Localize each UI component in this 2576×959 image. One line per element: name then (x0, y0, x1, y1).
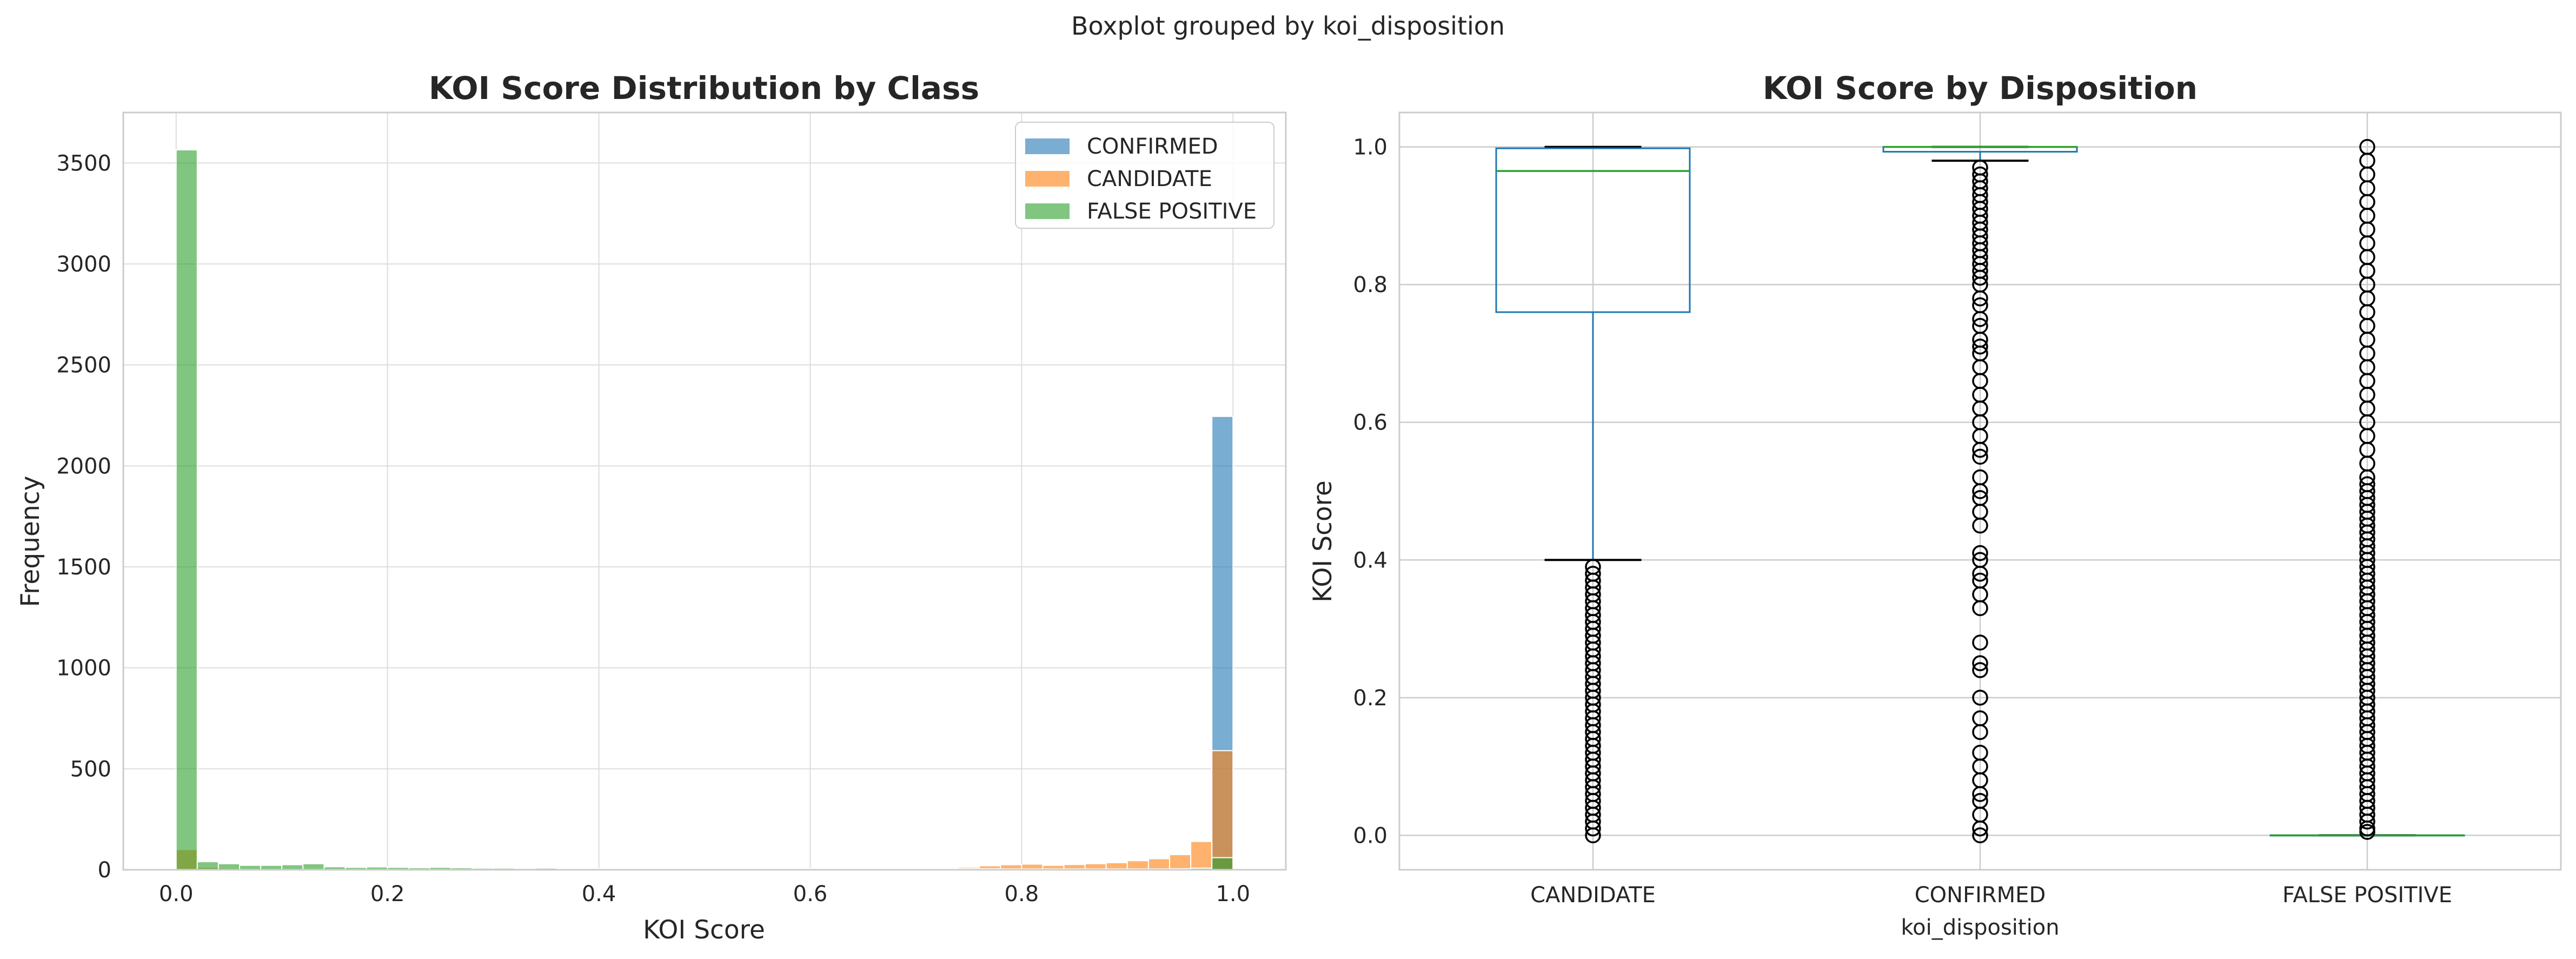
histogram-y-tick-label: 2000 (56, 454, 111, 479)
boxplot-axes-frame (1398, 111, 2562, 871)
histogram-legend: CONFIRMED CANDIDATE FALSE POSITIVE (1015, 122, 1274, 229)
histogram-x-tick-label: 0.6 (793, 882, 828, 907)
boxplot-outlier-point (1972, 662, 1988, 678)
boxplot-y-tick-label: 0.0 (1353, 823, 1387, 848)
boxplot-tick-labels: CANDIDATE CONFIRMED FALSE POSITIVE 0.0 0.2 0.… (1353, 135, 2452, 908)
boxplot-outlier-point (1972, 690, 1988, 706)
histogram-bar (1169, 854, 1192, 870)
boxplot-outliers (2359, 138, 2375, 840)
boxplot-outlier-point (1972, 572, 1988, 589)
boxplot-y-tick-label: 0.6 (1353, 411, 1387, 435)
boxplot-outlier-point (2359, 476, 2375, 493)
histogram-plot-area (123, 113, 1286, 870)
histogram-tick-labels: 0.0 0.2 0.4 0.6 0.8 1.0 0 500 1000 1500 2000 2500 30… (56, 151, 1250, 907)
boxplot-outlier-point (1972, 655, 1988, 671)
boxplot-outlier-point (1972, 160, 1988, 176)
histogram-bar (1147, 858, 1171, 871)
boxplot-outliers (1585, 559, 1601, 844)
boxplot-outlier-point (1972, 710, 1988, 726)
figure-suptitle: Boxplot grouped by koi_disposition (1071, 11, 1505, 41)
boxplot-outlier-point (1585, 559, 1601, 575)
boxplot-group-candidate (1495, 145, 1691, 844)
histogram-title: KOI Score Distribution by Class (429, 70, 979, 107)
histogram-legend-frame (1015, 122, 1274, 229)
histogram-y-tick-label: 2500 (56, 353, 111, 378)
histogram-x-tick-label: 0.2 (370, 882, 405, 907)
histogram-legend-swatch (1025, 138, 1070, 154)
histogram-bar (175, 149, 198, 871)
boxplot-outlier-point (1972, 634, 1988, 651)
boxplot-y-tick-label: 1.0 (1353, 135, 1387, 160)
histogram-ylabel: Frequency (16, 476, 45, 607)
histogram-bar (196, 861, 219, 870)
boxplot-outlier-point (1972, 297, 1988, 314)
boxplot-outlier-point (2359, 138, 2375, 155)
histogram-legend-label: CANDIDATE (1087, 167, 1212, 191)
histogram-x-tick-label: 1.0 (1216, 882, 1250, 907)
histogram-legend-label: FALSE POSITIVE (1087, 199, 1257, 224)
boxplot-group-false-positive (2269, 138, 2465, 840)
boxplot-outlier-point (1972, 318, 1988, 334)
boxplot-outlier-point (1972, 792, 1988, 809)
boxplot-outlier-point (1972, 469, 1988, 486)
histogram-chart: KOI Score Distribution by Class KOI Scor… (16, 70, 1287, 945)
boxplot-outlier-point (1972, 490, 1988, 506)
histogram-x-tick-label: 0.8 (1005, 882, 1039, 907)
histogram-bar (1211, 750, 1234, 870)
histogram-bar (1190, 841, 1213, 870)
histogram-bar (1211, 857, 1234, 870)
boxplot-y-tick-label: 0.4 (1353, 548, 1387, 573)
boxplot-title: KOI Score by Disposition (1763, 70, 2197, 107)
histogram-y-tick-label: 3000 (56, 252, 111, 277)
histogram-bar (217, 863, 240, 871)
boxplot-outlier-point (1972, 744, 1988, 761)
boxplot-chart: KOI Score by Disposition koi_disposition… (1308, 70, 2562, 940)
histogram-y-tick-label: 0 (98, 858, 111, 883)
boxplot-outlier-point (1972, 448, 1988, 465)
boxplot-x-tick-label: CANDIDATE (1530, 883, 1656, 908)
histogram-legend-swatch (1025, 203, 1070, 219)
histogram-x-tick-label: 0.0 (159, 882, 194, 907)
boxplot-y-tick-label: 0.2 (1353, 686, 1387, 711)
boxplot-outlier-point (1585, 565, 1601, 582)
boxplot-x-tick-label: CONFIRMED (1915, 883, 2046, 908)
histogram-x-tick-label: 0.4 (582, 882, 616, 907)
boxplot-outlier-point (1972, 545, 1988, 561)
boxplot-outlier-point (1972, 338, 1988, 355)
boxplot-x-tick-label: FALSE POSITIVE (2282, 883, 2452, 908)
histogram-y-tick-label: 1500 (56, 555, 111, 580)
histogram-y-tick-label: 3500 (56, 151, 111, 176)
boxplot-outlier-point (1972, 552, 1988, 568)
boxplot-outliers (1972, 160, 1988, 844)
boxplot-outlier-point (1972, 166, 1988, 183)
histogram-y-tick-label: 1000 (56, 656, 111, 681)
boxplot-ylabel: KOI Score (1308, 480, 1338, 603)
histogram-legend-swatch (1025, 171, 1070, 187)
histogram-bar (1126, 860, 1149, 870)
boxplot-boxes (1495, 138, 2465, 844)
boxplot-box (1495, 147, 1691, 313)
histogram-axes-frame (122, 111, 1287, 871)
boxplot-group-confirmed (1882, 145, 2078, 844)
histogram-y-tick-label: 500 (70, 757, 111, 782)
boxplot-y-tick-label: 0.8 (1353, 273, 1387, 297)
histogram-legend-label: CONFIRMED (1087, 134, 1218, 159)
boxplot-xlabel: koi_disposition (1901, 915, 2059, 940)
boxplot-outlier-point (1972, 827, 1988, 844)
histogram-xlabel: KOI Score (643, 915, 765, 945)
histogram-bar (302, 863, 325, 871)
